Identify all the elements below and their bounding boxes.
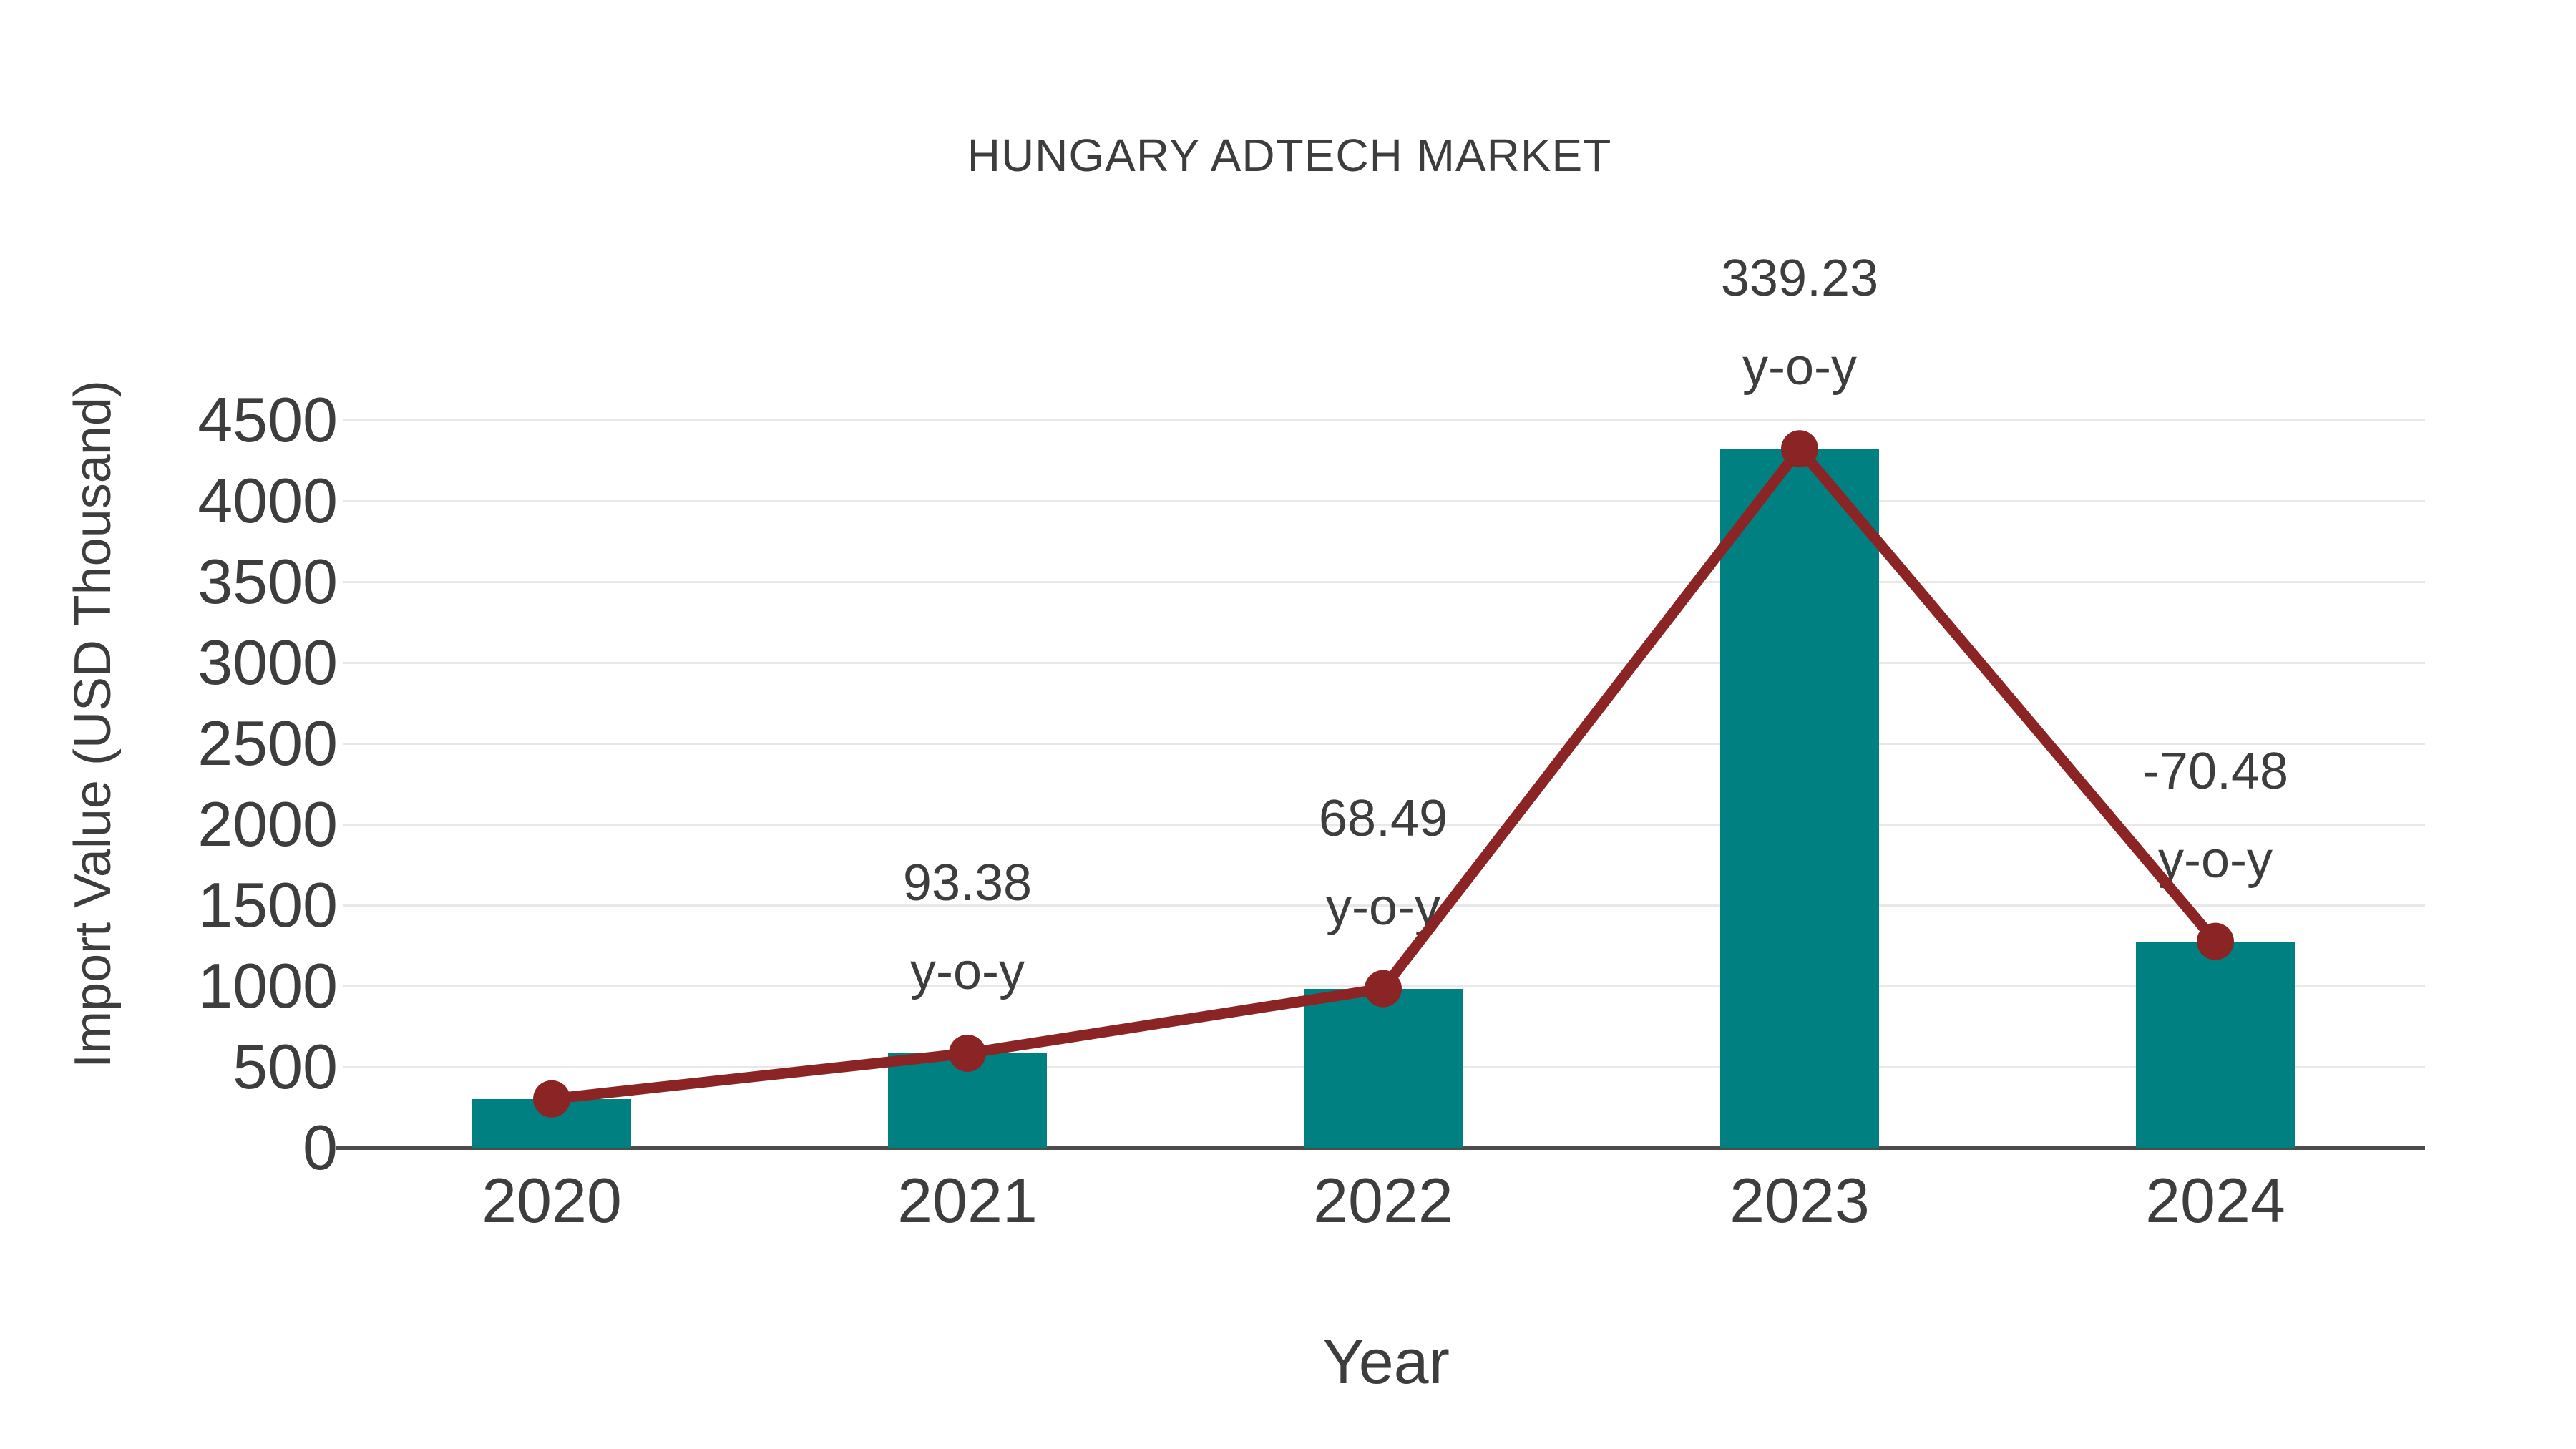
y-tick-label: 4000 — [197, 465, 338, 536]
yoy-suffix-label: y-o-y — [1742, 338, 1857, 396]
y-tick-label: 3500 — [197, 546, 338, 617]
y-tick-label: 2000 — [197, 789, 338, 859]
bar-2023 — [1720, 449, 1879, 1148]
yoy-value-label: -70.48 — [2142, 742, 2289, 800]
yoy-suffix-label: y-o-y — [2158, 831, 2273, 889]
yoy-value-label: 68.49 — [1318, 789, 1448, 847]
data-point-marker-2024 — [2197, 922, 2234, 960]
yoy-annotation-2022: 68.49 y-o-y — [1133, 774, 1634, 952]
yoy-suffix-label: y-o-y — [1326, 878, 1440, 936]
gridline — [343, 661, 2425, 664]
y-tick-label: 0 — [303, 1112, 338, 1183]
gridline — [343, 823, 2425, 826]
data-point-marker-2021 — [949, 1035, 986, 1073]
gridline — [343, 904, 2425, 907]
yoy-value-label: 93.38 — [902, 854, 1033, 912]
data-point-marker-2023 — [1781, 430, 1818, 468]
y-tick-label: 1500 — [197, 869, 338, 940]
gridline — [343, 742, 2425, 745]
yoy-annotation-2021: 93.38 y-o-y — [717, 839, 1218, 1016]
x-axis-title: Year — [1322, 1326, 1450, 1397]
y-tick-label: 2500 — [197, 708, 338, 779]
y-tick-label: 3000 — [197, 627, 338, 698]
gridline — [343, 580, 2425, 583]
gridline — [343, 499, 2425, 502]
x-axis-line — [336, 1146, 2425, 1150]
x-tick-label: 2024 — [2145, 1165, 2285, 1236]
chart-title: HUNGARY ADTECH MARKET — [967, 130, 1612, 181]
y-tick-label: 1000 — [197, 950, 338, 1021]
yoy-annotation-2023: 339.23 y-o-y — [1549, 234, 2050, 411]
y-tick-label: 4500 — [197, 384, 338, 455]
data-point-marker-2022 — [1365, 970, 1402, 1008]
bar-2024 — [2136, 941, 2295, 1148]
gridline — [343, 419, 2425, 421]
yoy-annotation-2024: -70.48 y-o-y — [1965, 727, 2466, 904]
yoy-value-label: 339.23 — [1720, 250, 1879, 308]
x-tick-label: 2022 — [1313, 1165, 1453, 1236]
x-tick-label: 2020 — [482, 1165, 622, 1236]
bar-2022 — [1304, 988, 1463, 1148]
y-tick-label: 500 — [233, 1031, 338, 1102]
yoy-suffix-label: y-o-y — [910, 943, 1025, 1001]
data-point-marker-2020 — [533, 1080, 570, 1118]
x-tick-label: 2021 — [897, 1165, 1038, 1236]
x-tick-label: 2023 — [1729, 1165, 1870, 1236]
